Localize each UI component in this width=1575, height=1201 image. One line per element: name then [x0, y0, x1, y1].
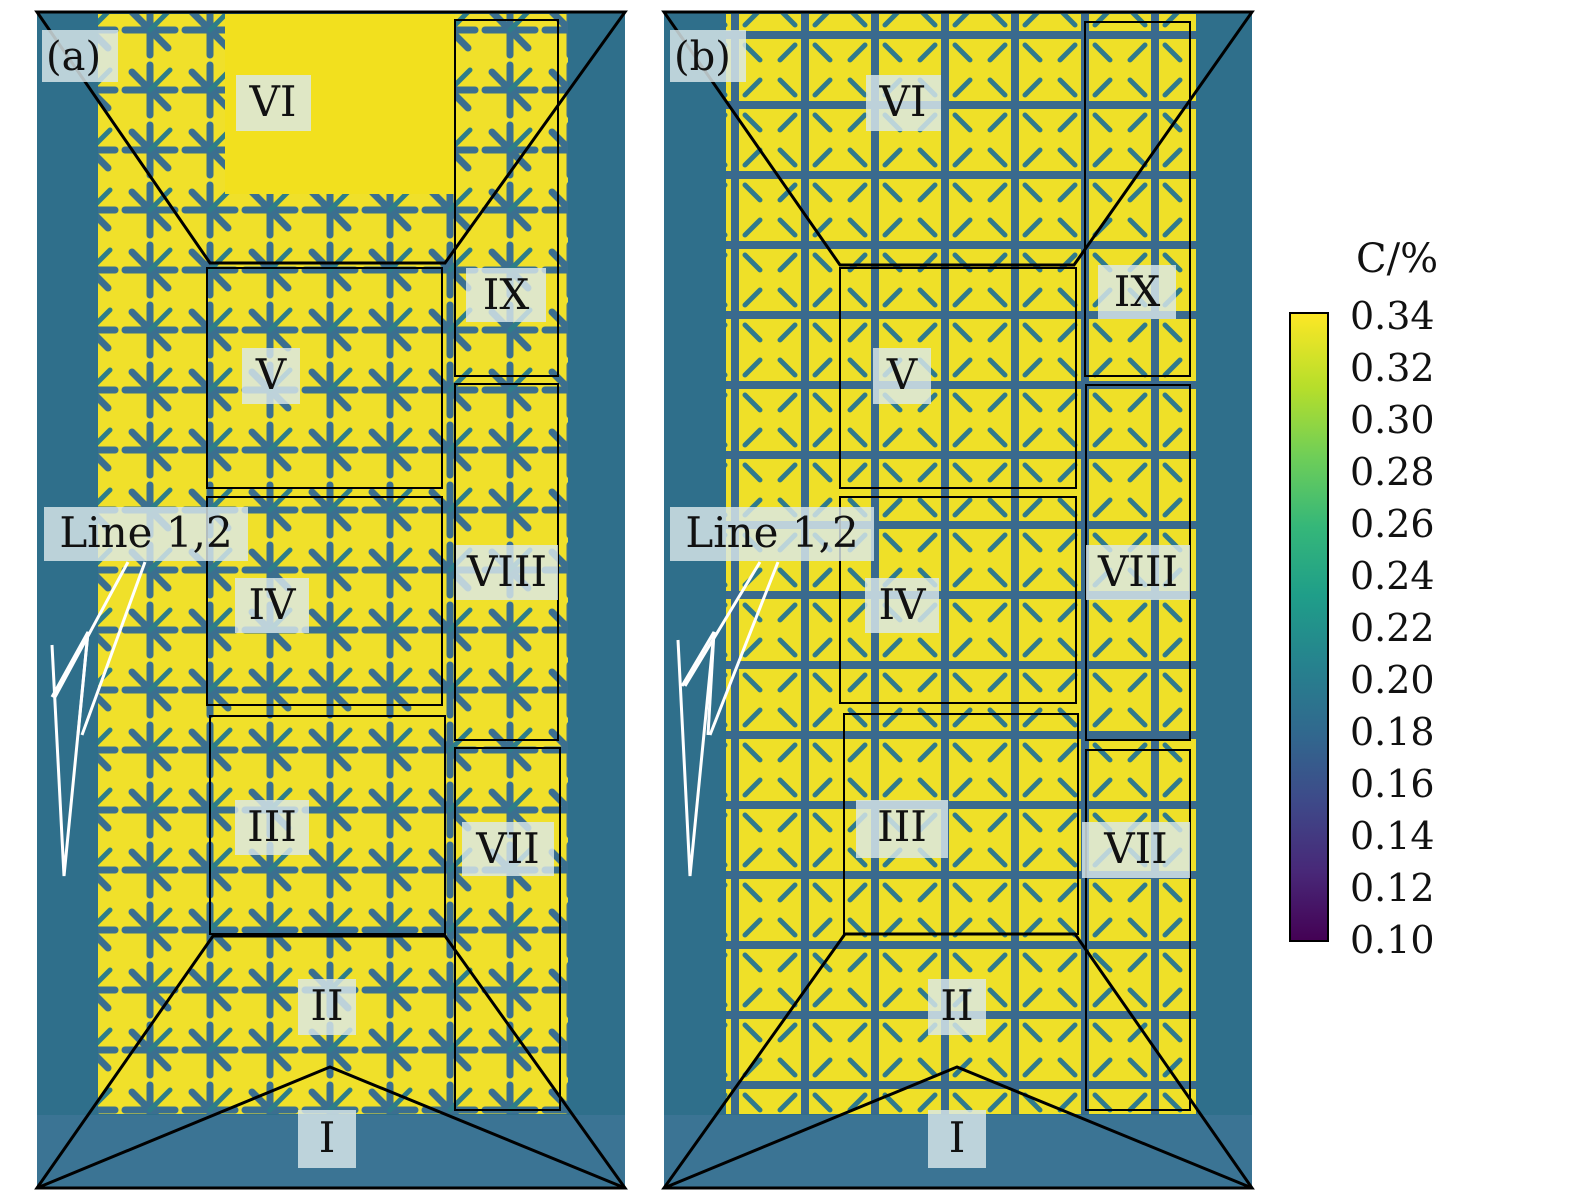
region-label-v: V — [886, 350, 918, 399]
label-box — [235, 578, 309, 633]
colorbar-tick-label: 0.20 — [1350, 658, 1435, 702]
colorbar-tick-label: 0.18 — [1350, 710, 1435, 754]
panel-a-tag: (a) — [46, 34, 101, 80]
label-box — [298, 1110, 356, 1168]
colorbar-tick-label: 0.16 — [1350, 762, 1435, 806]
colorbar-title: C/% — [1356, 236, 1438, 282]
label-box — [1082, 822, 1190, 878]
label-box — [236, 75, 311, 131]
colorbar-tick-label: 0.14 — [1350, 814, 1435, 858]
colorbar-tick-label: 0.24 — [1350, 554, 1435, 598]
label-box — [865, 578, 939, 633]
region-label-ii: II — [310, 981, 343, 1030]
colorbar-tick-label: 0.30 — [1350, 398, 1435, 442]
region-label-v: V — [255, 350, 287, 399]
region-label-iv: IV — [879, 580, 927, 629]
region-label-vi: VI — [879, 77, 927, 126]
label-box — [928, 1110, 986, 1168]
label-box — [670, 507, 874, 561]
panel-b-tag-box — [670, 30, 746, 82]
region-label-vi: VI — [249, 77, 297, 126]
colorbar-tick-label: 0.26 — [1350, 502, 1435, 546]
region-label-iii: III — [877, 802, 927, 851]
panel-a: (a) VI IX V Line 1,2 VIII IV III VII II … — [34, 10, 628, 1190]
colorbar-tick-label: 0.32 — [1350, 346, 1435, 390]
line-label-pointer-2 — [708, 561, 780, 736]
region-label-iii: III — [247, 802, 297, 851]
label-box — [1086, 545, 1190, 600]
region-label-ix: IX — [483, 270, 530, 319]
label-box — [866, 75, 941, 131]
region-label-iv: IV — [249, 580, 297, 629]
panel-a-tag-box — [42, 30, 118, 82]
line-label-pointer-2 — [80, 561, 147, 736]
region-i-outline — [663, 1065, 1253, 1190]
label-box — [44, 507, 248, 561]
region-label-viii: VIII — [1097, 547, 1178, 596]
colorbar-tick-label: 0.34 — [1350, 294, 1435, 338]
region-vi-outline — [34, 10, 628, 265]
label-box — [242, 348, 300, 404]
colorbar-ticks: 0.34 0.32 0.30 0.28 0.26 0.24 0.22 0.20 0.18 0.16… — [1350, 294, 1435, 962]
line-2-marker — [706, 631, 716, 736]
panel-b-tag: (b) — [674, 34, 731, 80]
line-label-pointer-1 — [683, 561, 762, 687]
region-vi-outline — [661, 10, 1255, 267]
region-vii-outline — [1085, 749, 1191, 1111]
line-label: Line 1,2 — [59, 508, 232, 557]
line-2-marker — [76, 631, 90, 736]
region-label-ii: II — [940, 981, 973, 1030]
label-box — [1098, 265, 1176, 319]
label-box — [466, 268, 546, 322]
region-v-outline — [839, 267, 1077, 489]
region-iv-outline — [206, 496, 443, 706]
region-label-i: I — [319, 1113, 336, 1162]
label-box — [462, 822, 554, 876]
colorbar-gradient — [1289, 312, 1329, 942]
colorbar-tick-label: 0.28 — [1350, 450, 1435, 494]
region-iii-outline — [209, 715, 446, 935]
label-box — [298, 979, 356, 1035]
colorbar-tick-label: 0.10 — [1350, 918, 1435, 962]
colorbar: C/% 0.34 0.32 0.30 0.28 0.26 0.24 0.22 0.20 0.18… — [1289, 236, 1438, 962]
region-label-vii: VII — [1103, 824, 1168, 873]
line-1-marker — [50, 631, 90, 877]
label-box — [235, 800, 309, 855]
line-label: Line 1,2 — [685, 508, 858, 557]
label-box — [456, 545, 558, 600]
colorbar-tick-label: 0.12 — [1350, 866, 1435, 910]
region-i-outline — [36, 1065, 626, 1190]
line-1-marker — [676, 631, 716, 877]
label-box — [856, 800, 948, 858]
region-v-outline — [206, 267, 443, 489]
region-ix-outline — [454, 19, 559, 377]
region-label-ix: IX — [1114, 267, 1161, 316]
line-label-pointer-1 — [53, 561, 130, 698]
region-vii-outline — [454, 747, 561, 1111]
region-label-viii: VIII — [466, 547, 547, 596]
region-ix-outline — [1084, 21, 1191, 377]
colorbar-tick-label: 0.22 — [1350, 606, 1435, 650]
label-box — [928, 979, 986, 1035]
panel-b: (b) VI IX V Line 1,2 VIII IV III VII II … — [661, 10, 1255, 1190]
label-box — [873, 348, 931, 404]
region-label-vii: VII — [475, 824, 540, 873]
region-iv-outline — [839, 496, 1077, 704]
region-label-i: I — [949, 1113, 966, 1162]
